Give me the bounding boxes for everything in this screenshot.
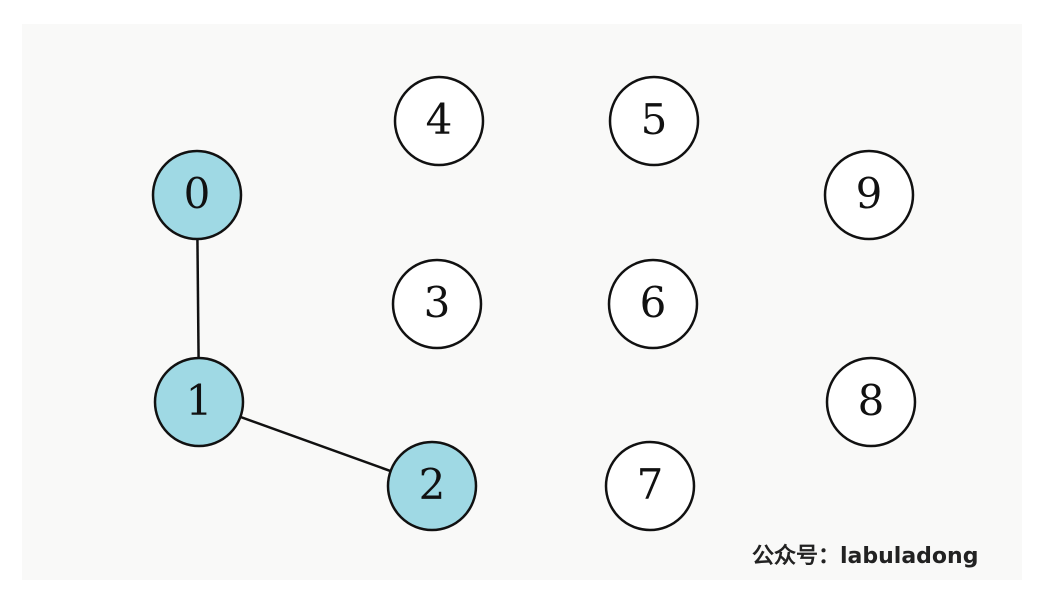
nodes-group: 0 1 2 3 4 5 6 7 8 9	[151, 75, 917, 532]
node-4: 4	[393, 75, 485, 167]
node-circle-9	[823, 149, 915, 241]
node-6: 6	[607, 258, 699, 350]
node-circle-3	[391, 258, 483, 350]
node-label-9: 9	[856, 169, 883, 218]
node-circle-8	[825, 356, 917, 448]
node-circle-2	[386, 440, 478, 532]
node-label-5: 5	[641, 95, 668, 144]
node-label-1: 1	[186, 376, 213, 425]
node-label-2: 2	[419, 460, 446, 509]
node-5: 5	[608, 75, 700, 167]
node-label-0: 0	[184, 169, 211, 218]
node-label-4: 4	[426, 95, 453, 144]
node-7: 7	[604, 440, 696, 532]
edges-group	[195, 194, 433, 488]
node-circle-0	[151, 149, 243, 241]
node-circle-7	[604, 440, 696, 532]
node-label-3: 3	[424, 278, 451, 327]
diagram-background	[22, 24, 1022, 580]
node-label-7: 7	[637, 460, 664, 509]
node-circle-1	[153, 356, 245, 448]
node-1: 1	[153, 356, 245, 448]
watermark-text: 公众号：labuladong	[752, 544, 979, 569]
node-3: 3	[391, 258, 483, 350]
node-8: 8	[825, 356, 917, 448]
node-9: 9	[823, 149, 915, 241]
node-label-6: 6	[640, 278, 667, 327]
node-0: 0	[151, 149, 243, 241]
node-circle-6	[607, 258, 699, 350]
node-2: 2	[386, 440, 478, 532]
node-circle-5	[608, 75, 700, 167]
node-label-8: 8	[858, 376, 885, 425]
node-circle-4	[393, 75, 485, 167]
